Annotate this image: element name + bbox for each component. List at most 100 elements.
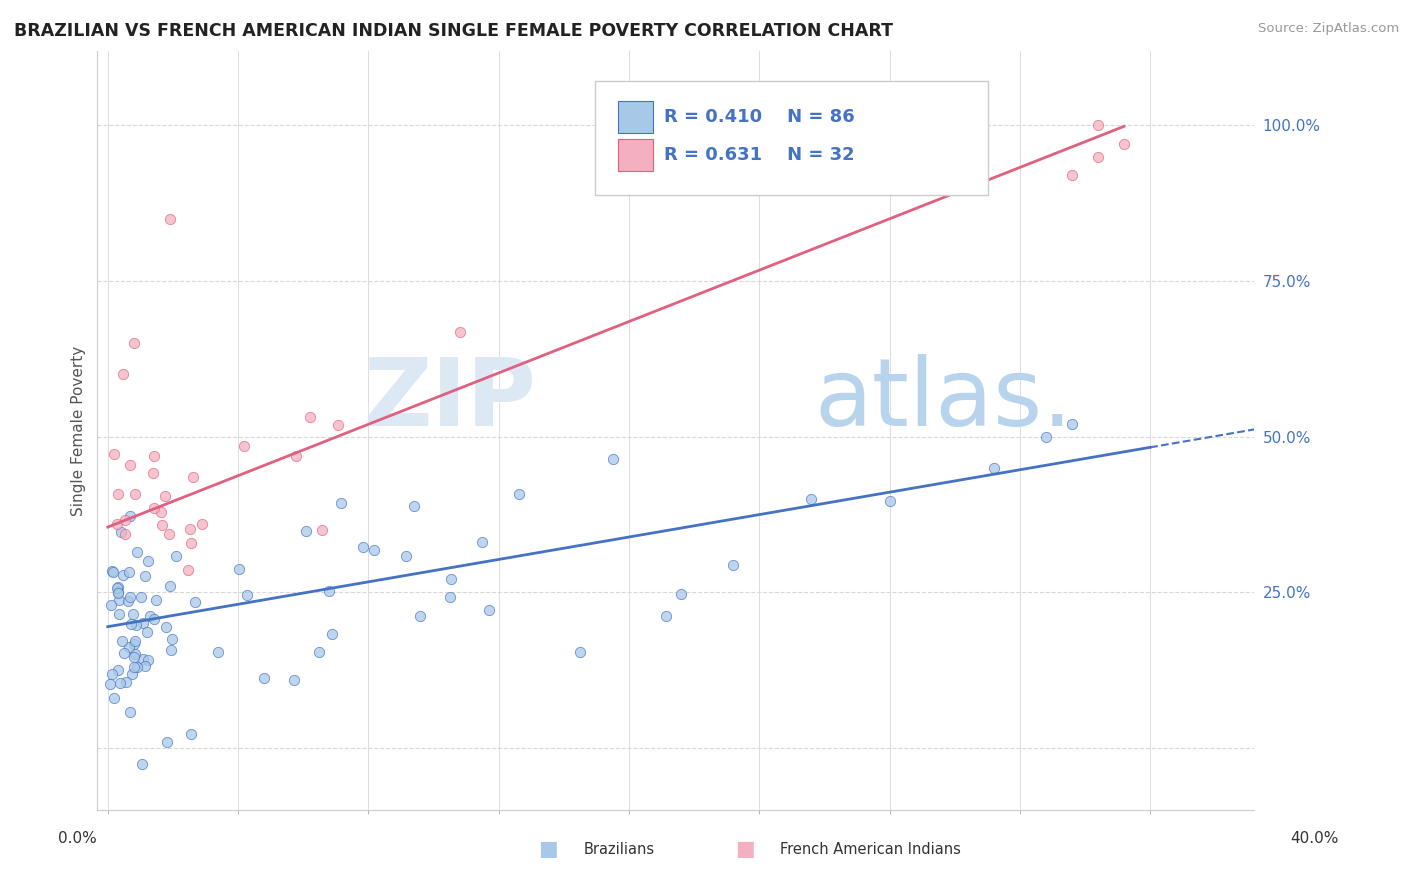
- Point: [114, 526, 136, 541]
- Point: [1087, 149, 1109, 163]
- Point: [207, 645, 229, 659]
- Point: [120, 590, 142, 604]
- Point: [655, 608, 678, 623]
- Point: [155, 620, 177, 634]
- Text: ■: ■: [735, 839, 755, 859]
- Point: [363, 542, 385, 557]
- Point: [145, 592, 167, 607]
- Point: [184, 595, 207, 609]
- Point: [471, 534, 494, 549]
- Point: [107, 593, 129, 607]
- Point: [155, 489, 177, 503]
- Point: [134, 658, 156, 673]
- Point: [108, 676, 131, 690]
- Point: [122, 336, 145, 351]
- Point: [124, 487, 146, 501]
- Point: [117, 594, 139, 608]
- Point: [1060, 168, 1083, 182]
- Point: [100, 565, 122, 579]
- Point: [409, 609, 432, 624]
- Point: [118, 508, 141, 523]
- Point: [103, 691, 125, 706]
- Point: [311, 523, 333, 537]
- Point: [352, 540, 374, 554]
- Text: BRAZILIAN VS FRENCH AMERICAN INDIAN SINGLE FEMALE POVERTY CORRELATION CHART: BRAZILIAN VS FRENCH AMERICAN INDIAN SING…: [14, 22, 893, 40]
- Point: [983, 461, 1005, 475]
- Point: [478, 603, 501, 617]
- Point: [100, 677, 122, 691]
- Point: [139, 609, 162, 624]
- Point: [569, 645, 592, 659]
- Point: [159, 211, 181, 226]
- Point: [181, 470, 204, 484]
- Point: [180, 536, 202, 550]
- Point: [100, 598, 122, 612]
- Point: [107, 580, 129, 594]
- Point: [1060, 417, 1083, 432]
- Point: [112, 368, 135, 382]
- Point: [132, 615, 155, 630]
- Point: [326, 417, 349, 432]
- Point: [124, 637, 146, 651]
- Point: [179, 522, 201, 536]
- Text: R = 0.631    N = 32: R = 0.631 N = 32: [664, 145, 855, 164]
- Point: [294, 524, 316, 538]
- Text: Brazilians: Brazilians: [583, 842, 655, 856]
- Text: R = 0.410    N = 86: R = 0.410 N = 86: [664, 108, 855, 126]
- Point: [236, 588, 259, 602]
- Point: [101, 566, 124, 580]
- Point: [107, 585, 129, 599]
- Point: [134, 569, 156, 583]
- Text: Source: ZipAtlas.com: Source: ZipAtlas.com: [1258, 22, 1399, 36]
- Point: [233, 440, 256, 454]
- Point: [142, 466, 165, 480]
- Point: [122, 607, 145, 621]
- Point: [165, 549, 187, 564]
- Point: [404, 500, 426, 514]
- Point: [136, 554, 159, 568]
- Point: [253, 671, 276, 685]
- Point: [142, 500, 165, 515]
- Point: [107, 663, 129, 677]
- Text: 0.0%: 0.0%: [58, 831, 97, 846]
- Point: [157, 527, 180, 541]
- Point: [118, 706, 141, 720]
- FancyBboxPatch shape: [619, 101, 652, 133]
- Point: [142, 449, 165, 463]
- Point: [150, 518, 173, 533]
- Point: [136, 625, 159, 640]
- Point: [160, 632, 183, 646]
- Point: [111, 568, 134, 582]
- Point: [156, 734, 179, 748]
- Point: [125, 618, 148, 632]
- Point: [879, 493, 901, 508]
- Point: [329, 495, 352, 509]
- Point: [100, 666, 122, 681]
- Point: [318, 584, 340, 599]
- Text: French American Indians: French American Indians: [780, 842, 962, 856]
- Point: [105, 516, 128, 531]
- Text: ■: ■: [538, 839, 558, 859]
- Point: [176, 563, 198, 577]
- Point: [149, 505, 172, 519]
- Y-axis label: Single Female Poverty: Single Female Poverty: [72, 345, 86, 516]
- Point: [721, 558, 744, 573]
- Point: [508, 487, 530, 501]
- Point: [118, 565, 141, 579]
- Point: [114, 675, 136, 690]
- Point: [107, 487, 129, 501]
- Point: [1087, 119, 1109, 133]
- Point: [120, 617, 142, 632]
- Text: 40.0%: 40.0%: [1291, 831, 1339, 846]
- Text: ZIP: ZIP: [364, 354, 537, 446]
- Point: [800, 492, 823, 507]
- Point: [449, 326, 471, 340]
- Point: [394, 549, 416, 563]
- Point: [143, 612, 166, 626]
- Point: [122, 649, 145, 664]
- Text: atlas.: atlas.: [814, 354, 1073, 446]
- Point: [107, 607, 129, 622]
- Point: [131, 756, 153, 771]
- Point: [439, 590, 461, 604]
- Point: [1112, 137, 1135, 152]
